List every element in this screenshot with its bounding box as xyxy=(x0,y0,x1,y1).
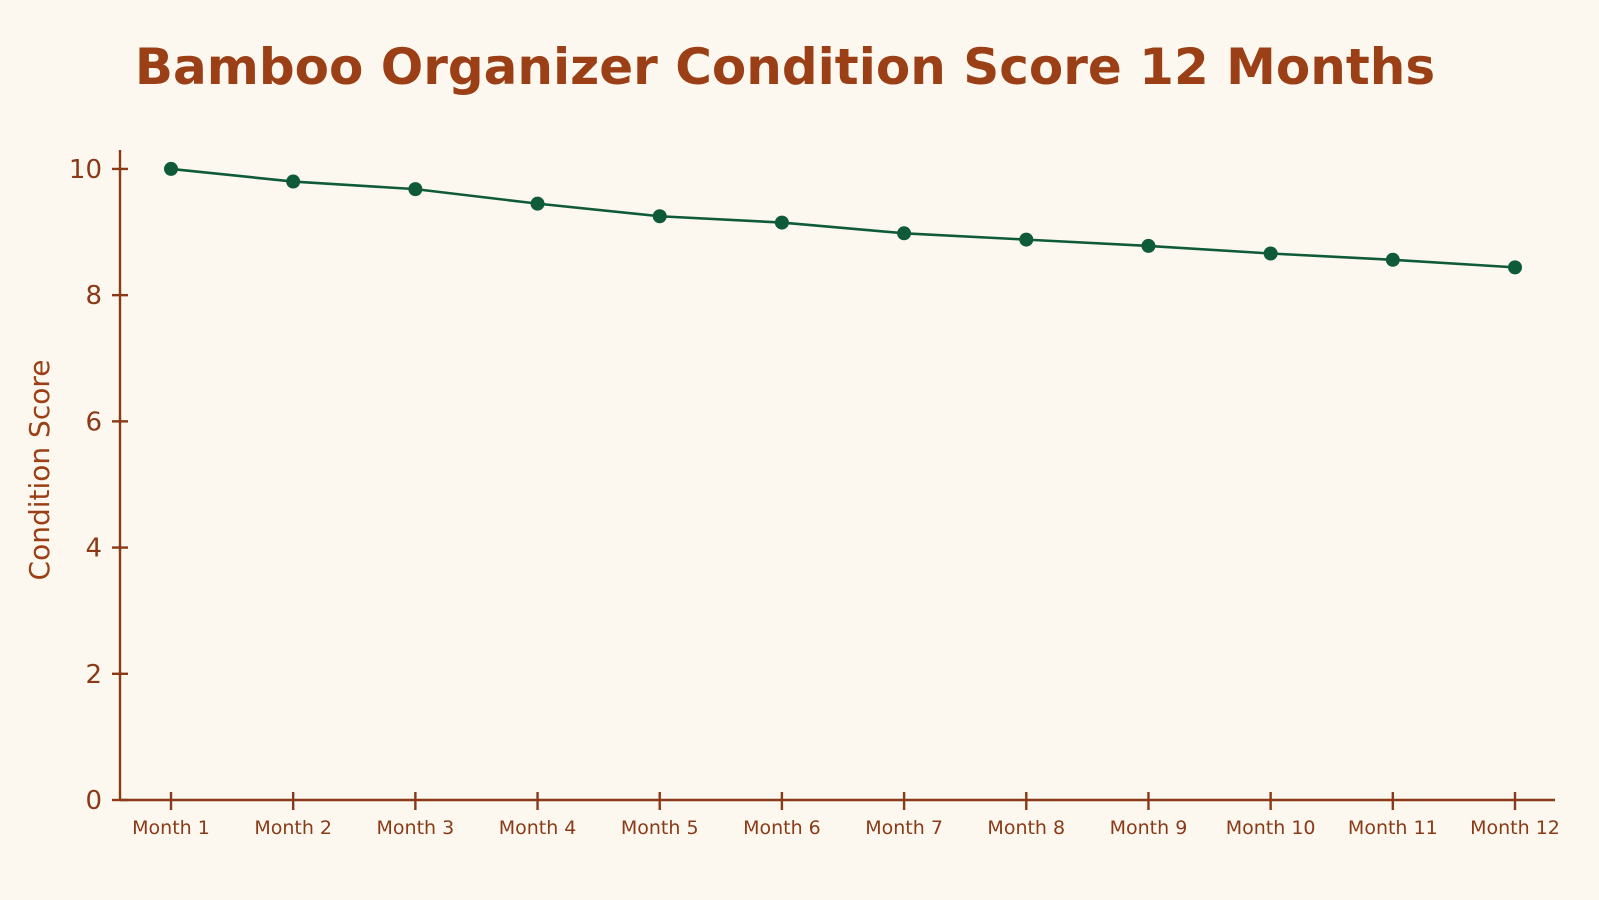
x-tick-label: Month 4 xyxy=(499,817,577,839)
data-point xyxy=(1141,238,1156,253)
data-point xyxy=(774,215,789,230)
y-ticks: 0 2 4 6 8 10 xyxy=(69,155,128,816)
x-ticks: Month 1 Month 2 Month 3 Month 4 Month 5 Month… xyxy=(132,792,1560,839)
x-tick-label: Month 9 xyxy=(1110,817,1188,839)
x-tick-label: Month 1 xyxy=(132,817,210,839)
x-tick-label: Month 6 xyxy=(743,817,821,839)
data-point xyxy=(897,226,912,241)
y-tick-label: 10 xyxy=(69,155,102,185)
x-tick-label: Month 8 xyxy=(987,817,1065,839)
axes xyxy=(118,150,1555,802)
data-point xyxy=(408,182,423,197)
data-point xyxy=(1019,232,1034,247)
y-tick-label: 6 xyxy=(85,407,102,437)
x-tick-label: Month 12 xyxy=(1470,817,1560,839)
y-axis-label: Condition Score xyxy=(23,360,56,581)
data-point xyxy=(1263,246,1278,261)
data-point xyxy=(530,196,545,211)
x-tick-label: Month 11 xyxy=(1348,817,1438,839)
y-tick-label: 2 xyxy=(85,660,102,690)
series-layer xyxy=(164,161,1522,275)
data-point xyxy=(1508,260,1522,275)
y-tick-label: 4 xyxy=(85,534,102,564)
data-point xyxy=(164,161,178,176)
x-tick-label: Month 3 xyxy=(377,817,455,839)
y-tick-label: 0 xyxy=(85,786,102,816)
data-point xyxy=(652,209,667,224)
data-point xyxy=(286,174,301,189)
series-line xyxy=(170,167,1516,269)
x-tick-label: Month 10 xyxy=(1226,817,1316,839)
x-tick-label: Month 7 xyxy=(865,817,943,839)
x-tick-label: Month 2 xyxy=(254,817,332,839)
y-tick-label: 8 xyxy=(85,281,102,311)
chart-title: Bamboo Organizer Condition Score 12 Mont… xyxy=(134,38,1436,96)
data-point xyxy=(1385,252,1400,267)
x-tick-label: Month 5 xyxy=(621,817,699,839)
